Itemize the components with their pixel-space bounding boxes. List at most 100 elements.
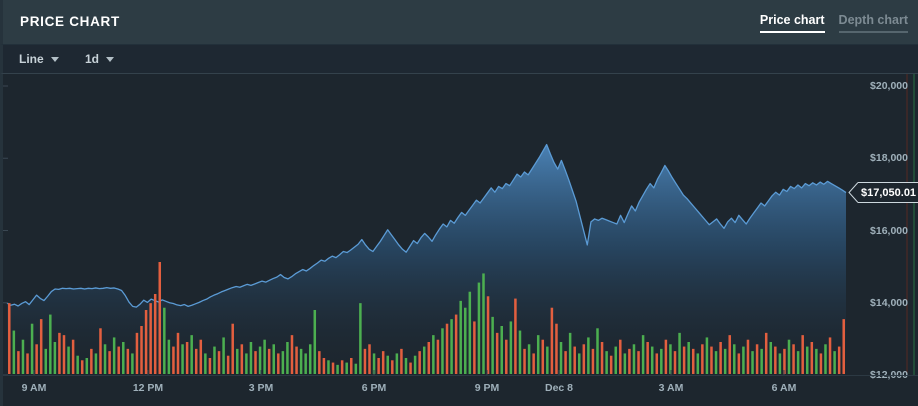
volume-bar	[368, 344, 371, 374]
volume-bar	[842, 319, 845, 374]
volume-bar	[669, 344, 672, 374]
volume-bar	[126, 348, 130, 374]
volume-bar	[687, 342, 690, 374]
volume-bar	[395, 353, 399, 374]
x-axis-label: 9 AM	[21, 382, 47, 394]
volume-bar	[340, 360, 344, 374]
volume-bar	[108, 351, 111, 374]
tab-depth-chart[interactable]: Depth chart	[838, 13, 908, 33]
volume-bar	[277, 353, 280, 374]
volume-bar	[286, 342, 289, 374]
volume-bar	[810, 342, 814, 374]
volume-bar	[199, 339, 203, 374]
volume-bar	[714, 351, 718, 374]
volume-bar	[313, 310, 317, 374]
volume-bar	[500, 326, 503, 374]
volume-bar	[327, 360, 330, 374]
volume-bar	[646, 342, 649, 374]
volume-bar	[728, 335, 731, 374]
y-axis-label: $20,000	[870, 80, 908, 92]
volume-bar	[122, 342, 125, 374]
volume-bar	[350, 358, 353, 374]
volume-bar	[354, 363, 358, 374]
volume-bar	[682, 346, 686, 374]
chart-type-label: Line	[19, 52, 44, 66]
volume-bar	[163, 307, 166, 374]
volume-bar	[240, 344, 244, 374]
volume-bar	[372, 353, 376, 374]
volume-bar	[213, 346, 216, 374]
volume-bar	[828, 337, 832, 374]
volume-bar	[464, 307, 467, 374]
volume-bar	[318, 351, 321, 374]
volume-bar	[153, 294, 157, 374]
tab-price-chart[interactable]: Price chart	[759, 13, 825, 33]
volume-bar	[518, 330, 522, 374]
volume-bar	[559, 342, 563, 374]
volume-bar	[26, 353, 29, 374]
volume-bar	[655, 353, 659, 374]
volume-bar	[578, 353, 581, 374]
volume-bar	[591, 348, 595, 374]
volume-bar	[555, 323, 558, 374]
volume-bar	[746, 339, 750, 374]
volume-bar	[181, 344, 184, 374]
volume-bar	[53, 342, 57, 374]
volume-bar	[290, 335, 294, 374]
volume-bar	[445, 323, 449, 374]
y-axis-label: $16,000	[870, 224, 908, 237]
volume-bar	[482, 273, 485, 374]
volume-bar	[536, 335, 540, 374]
volume-bar	[386, 355, 389, 374]
interval-dropdown[interactable]: 1d	[85, 52, 115, 66]
volume-bar	[450, 319, 453, 374]
volume-bar	[94, 353, 98, 374]
volume-bar	[468, 291, 472, 374]
interval-label: 1d	[85, 52, 100, 66]
volume-bar	[605, 351, 608, 374]
volume-bar	[85, 358, 89, 374]
volume-bar	[281, 351, 285, 374]
current-price-tag: $17,050.01	[848, 182, 918, 204]
volume-bar	[801, 335, 804, 374]
volume-bar	[345, 362, 348, 374]
volume-bar	[427, 342, 431, 374]
volume-bar	[587, 337, 590, 374]
volume-bar	[90, 348, 93, 374]
volume-bar	[21, 339, 25, 374]
volume-bar	[391, 360, 394, 374]
volume-bar	[422, 346, 426, 374]
chart-type-dropdown[interactable]: Line	[19, 52, 59, 66]
chart-plot-area[interactable]: $12,000 $14,000 $16,000 $18,000 $20,000 $17,…	[0, 74, 918, 406]
volume-bar	[267, 348, 271, 374]
volume-bar	[609, 355, 613, 374]
volume-bar	[35, 344, 38, 374]
volume-bar	[486, 296, 490, 374]
volume-bar	[751, 351, 754, 374]
volume-bar	[359, 303, 362, 374]
volume-bar	[660, 348, 663, 374]
volume-bar	[673, 351, 677, 374]
volume-bar	[167, 339, 171, 374]
volume-bar	[413, 355, 417, 374]
price-area-fill	[7, 144, 846, 375]
volume-bar	[231, 323, 234, 374]
chevron-down-icon	[50, 56, 59, 62]
volume-bar	[787, 339, 791, 374]
volume-bar	[158, 262, 162, 374]
volume-bar	[737, 353, 741, 374]
volume-bar	[546, 346, 549, 374]
volume-bar	[99, 328, 102, 374]
volume-bar	[112, 337, 116, 374]
chart-toolbar: Line 1d	[0, 45, 918, 74]
volume-bar	[473, 321, 476, 374]
volume-bar	[742, 346, 745, 374]
volume-bar	[805, 346, 809, 374]
volume-bar	[17, 351, 20, 374]
chart-edge-markers	[906, 74, 915, 375]
volume-bar	[49, 314, 52, 374]
volume-bar	[245, 353, 248, 374]
widget-header: PRICE CHART Price chart Depth chart	[0, 0, 918, 45]
volume-bar	[564, 351, 567, 374]
volume-bar	[815, 348, 818, 374]
